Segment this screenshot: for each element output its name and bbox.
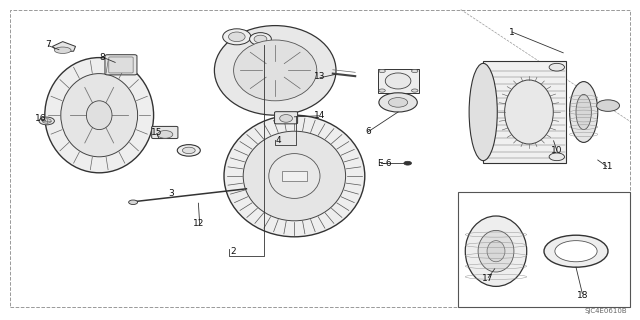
Ellipse shape xyxy=(54,47,71,53)
Ellipse shape xyxy=(544,235,608,267)
Ellipse shape xyxy=(86,101,112,130)
Circle shape xyxy=(412,89,418,92)
Circle shape xyxy=(549,153,564,161)
Ellipse shape xyxy=(250,33,271,45)
Circle shape xyxy=(379,69,385,73)
Ellipse shape xyxy=(385,73,411,89)
Text: 14: 14 xyxy=(314,111,326,120)
Ellipse shape xyxy=(596,100,620,111)
Text: 18: 18 xyxy=(577,291,588,300)
Bar xyxy=(282,171,307,181)
Ellipse shape xyxy=(478,230,514,272)
Text: 4: 4 xyxy=(276,136,281,145)
Ellipse shape xyxy=(379,93,417,112)
Ellipse shape xyxy=(465,216,527,286)
FancyBboxPatch shape xyxy=(105,55,137,75)
Bar xyxy=(378,69,419,93)
FancyBboxPatch shape xyxy=(275,112,298,124)
Ellipse shape xyxy=(555,241,597,262)
Text: 17: 17 xyxy=(482,274,493,283)
Text: 12: 12 xyxy=(193,220,204,228)
Ellipse shape xyxy=(576,94,591,130)
Ellipse shape xyxy=(269,154,320,198)
Text: E-6: E-6 xyxy=(377,159,391,168)
Ellipse shape xyxy=(234,40,317,101)
Text: 8: 8 xyxy=(100,53,105,62)
FancyBboxPatch shape xyxy=(109,57,133,73)
Ellipse shape xyxy=(214,26,336,115)
Text: 15: 15 xyxy=(151,128,163,137)
Circle shape xyxy=(412,69,418,73)
Ellipse shape xyxy=(157,131,173,138)
Ellipse shape xyxy=(61,74,138,157)
Ellipse shape xyxy=(280,115,292,122)
Ellipse shape xyxy=(182,147,195,154)
Polygon shape xyxy=(52,42,76,52)
Circle shape xyxy=(42,119,51,123)
Text: 13: 13 xyxy=(314,72,326,81)
FancyBboxPatch shape xyxy=(152,126,178,139)
Ellipse shape xyxy=(570,82,598,142)
Ellipse shape xyxy=(177,145,200,156)
Text: 11: 11 xyxy=(602,162,614,171)
Text: SJC4E0610B: SJC4E0610B xyxy=(584,308,627,314)
Ellipse shape xyxy=(388,98,408,107)
Text: 3: 3 xyxy=(169,189,174,198)
Text: 2: 2 xyxy=(231,247,236,256)
Text: 10: 10 xyxy=(551,146,563,155)
Text: 7: 7 xyxy=(45,40,51,49)
Ellipse shape xyxy=(254,35,267,43)
Circle shape xyxy=(379,89,385,92)
Circle shape xyxy=(549,63,564,71)
FancyBboxPatch shape xyxy=(483,61,566,163)
Circle shape xyxy=(129,200,138,204)
Circle shape xyxy=(404,161,412,165)
Ellipse shape xyxy=(505,80,554,144)
Circle shape xyxy=(39,117,54,125)
Ellipse shape xyxy=(223,29,251,45)
Ellipse shape xyxy=(487,241,505,262)
Text: 6: 6 xyxy=(365,127,371,136)
Ellipse shape xyxy=(469,63,497,161)
Ellipse shape xyxy=(45,58,154,173)
Ellipse shape xyxy=(243,131,346,221)
Ellipse shape xyxy=(224,115,365,237)
Text: 1: 1 xyxy=(509,28,515,36)
Text: 16: 16 xyxy=(35,114,46,123)
Ellipse shape xyxy=(228,32,245,42)
